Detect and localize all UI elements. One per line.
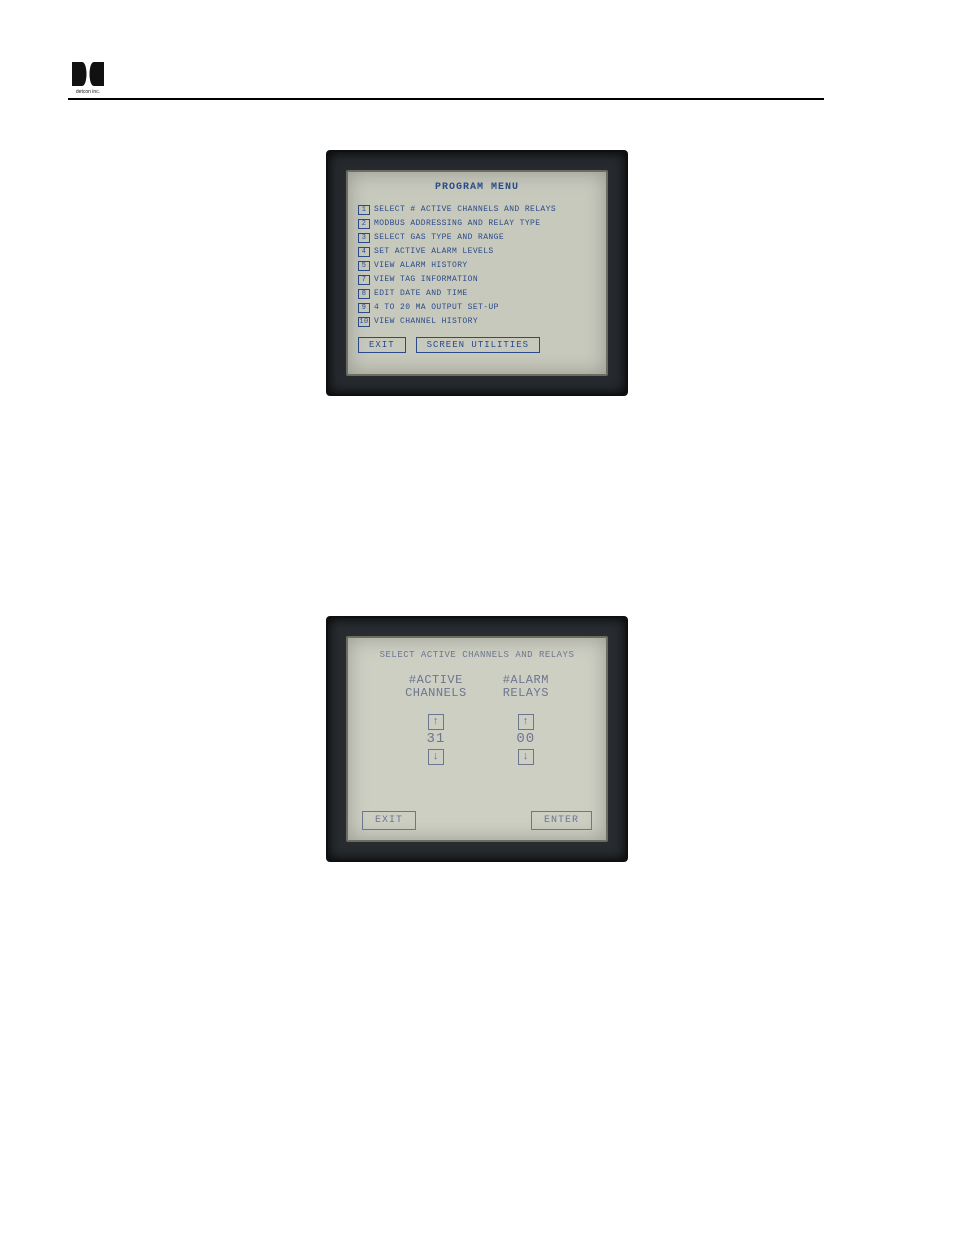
menu-item-8[interactable]: 8EDIT DATE AND TIME (358, 287, 596, 301)
relays-up-button[interactable]: ↑ (518, 714, 534, 730)
logo-caption: detcon inc. (76, 89, 100, 94)
menu-item-7[interactable]: 7VIEW TAG INFORMATION (358, 273, 596, 287)
figure-select-channels: SELECT ACTIVE CHANNELS AND RELAYS #ACTIV… (68, 616, 886, 862)
active-channels-column: #ACTIVE CHANNELS ↑ 31 ↓ (405, 674, 467, 803)
enter-button[interactable]: ENTER (531, 811, 592, 830)
relays-down-button[interactable]: ↓ (518, 749, 534, 765)
active-channels-label-2: CHANNELS (405, 687, 467, 700)
menu-item-2[interactable]: 2MODBUS ADDRESSING AND RELAY TYPE (358, 217, 596, 231)
arrow-down-icon: ↓ (432, 752, 439, 763)
alarm-relays-column: #ALARM RELAYS ↑ 00 ↓ (503, 674, 549, 803)
arrow-up-icon: ↑ (432, 717, 439, 728)
program-menu-list: 1SELECT # ACTIVE CHANNELS AND RELAYS 2MO… (358, 203, 596, 329)
page-header: detcon inc. (68, 60, 886, 94)
screen1-title: PROGRAM MENU (358, 182, 596, 193)
header-rule (68, 98, 824, 100)
exit-button-2[interactable]: EXIT (362, 811, 416, 830)
device-bezel-1: PROGRAM MENU 1SELECT # ACTIVE CHANNELS A… (326, 150, 628, 396)
company-logo: detcon inc. (68, 60, 108, 94)
menu-item-10[interactable]: 10VIEW CHANNEL HISTORY (358, 315, 596, 329)
arrow-up-icon: ↑ (522, 717, 529, 728)
menu-item-4[interactable]: 4SET ACTIVE ALARM LEVELS (358, 245, 596, 259)
active-channels-value: 31 (405, 733, 467, 746)
menu-item-3[interactable]: 3SELECT GAS TYPE AND RANGE (358, 231, 596, 245)
menu-item-5[interactable]: 5VIEW ALARM HISTORY (358, 259, 596, 273)
figure-program-menu: PROGRAM MENU 1SELECT # ACTIVE CHANNELS A… (68, 150, 886, 396)
arrow-down-icon: ↓ (522, 752, 529, 763)
alarm-relays-value: 00 (503, 733, 549, 746)
lcd-screen-1: PROGRAM MENU 1SELECT # ACTIVE CHANNELS A… (346, 170, 608, 376)
alarm-relays-label-2: RELAYS (503, 687, 549, 700)
menu-item-1[interactable]: 1SELECT # ACTIVE CHANNELS AND RELAYS (358, 203, 596, 217)
channels-down-button[interactable]: ↓ (428, 749, 444, 765)
channels-up-button[interactable]: ↑ (428, 714, 444, 730)
lcd-screen-2: SELECT ACTIVE CHANNELS AND RELAYS #ACTIV… (346, 636, 608, 842)
screen-utilities-button[interactable]: SCREEN UTILITIES (416, 337, 540, 353)
menu-item-9[interactable]: 94 TO 20 MA OUTPUT SET-UP (358, 301, 596, 315)
screen2-title: SELECT ACTIVE CHANNELS AND RELAYS (362, 650, 592, 660)
device-bezel-2: SELECT ACTIVE CHANNELS AND RELAYS #ACTIV… (326, 616, 628, 862)
exit-button[interactable]: EXIT (358, 337, 406, 353)
